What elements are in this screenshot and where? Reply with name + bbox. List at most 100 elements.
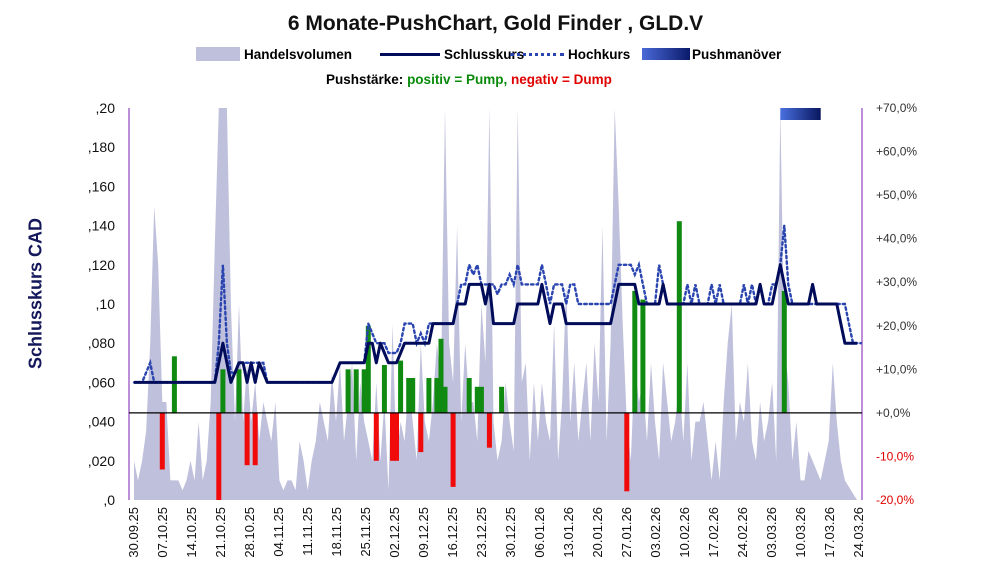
legend-item-push: Pushmanöver (642, 45, 781, 63)
push-bar-pump (410, 378, 416, 413)
y2-tick-label: -20,0% (876, 493, 914, 507)
push-bar-pump (499, 386, 505, 413)
y-tick-label: ,160 (88, 178, 115, 194)
push-bar-dump (394, 412, 399, 461)
push-maneuver-marker (780, 108, 821, 120)
y-tick-label: ,020 (88, 453, 115, 469)
y-tick-label: ,060 (88, 374, 115, 390)
push-negative-label: negativ = Dump (510, 72, 612, 87)
push-bar-pump (361, 369, 367, 413)
x-tick-label: 28.10.25 (242, 507, 257, 558)
volume-area (134, 108, 857, 500)
push-bar-pump (171, 356, 177, 413)
push-bar-pump (466, 378, 472, 413)
x-tick-label: 24.03.26 (851, 507, 866, 558)
push-bar-pump (442, 386, 448, 413)
push-bar-dump (390, 412, 395, 461)
x-tick-label: 25.11.25 (358, 507, 373, 557)
push-bar-pump (236, 369, 242, 413)
x-tick-label: 27.01.26 (619, 507, 634, 558)
x-tick-label: 30.09.25 (126, 507, 141, 558)
push-bar-dump (252, 412, 258, 466)
x-tick-label: 17.03.26 (822, 507, 837, 558)
x-tick-label: 24.02.26 (735, 507, 750, 558)
push-bar-pump (426, 378, 432, 413)
push-bar-pump (406, 378, 412, 413)
x-tick-label: 30.12.25 (503, 507, 518, 558)
legend-swatch-volume (196, 47, 240, 61)
push-bar-pump (365, 325, 371, 413)
y-tick-label: ,10 (96, 296, 116, 312)
legend-swatch-push (642, 48, 690, 60)
push-bar-dump (624, 412, 630, 492)
push-strength-label: Pushstärke: (326, 72, 404, 87)
y-tick-label: ,040 (88, 414, 115, 430)
x-tick-label: 17.02.26 (706, 507, 721, 558)
y2-tick-label: -10,0% (876, 449, 914, 463)
push-strength-note: Pushstärke: positiv = Pump, negativ = Du… (326, 72, 612, 87)
push-bar-pump (676, 221, 682, 413)
push-bar-dump (373, 412, 379, 461)
push-bar-pump (345, 369, 351, 413)
push-bar-pump (220, 369, 226, 413)
x-tick-label: 06.01.26 (532, 507, 547, 558)
x-tick-label: 03.02.26 (648, 507, 663, 558)
push-bar-dump (418, 412, 424, 453)
x-tick-label: 11.11.25 (300, 507, 315, 556)
high-price-line (132, 225, 863, 384)
x-tick-label: 10.03.26 (793, 507, 808, 558)
x-tick-label: 23.12.25 (474, 507, 489, 558)
push-bar-pump (381, 365, 387, 413)
legend-label-volume: Handelsvolumen (244, 46, 353, 62)
x-tick-label: 20.01.26 (590, 507, 605, 558)
y2-tick-label: +10,0% (876, 362, 917, 376)
legend-label-high: Hochkurs (568, 46, 631, 62)
x-tick-label: 16.12.25 (445, 507, 460, 558)
push-bar-pump (474, 386, 480, 413)
push-bar-dump (159, 412, 165, 470)
x-tick-label: 02.12.25 (387, 507, 402, 558)
y2-tick-label: +70,0% (876, 101, 917, 115)
push-bar-pump (353, 369, 359, 413)
y-tick-label: ,080 (88, 335, 115, 351)
push-bar-pump (632, 290, 638, 413)
legend-swatch-close (380, 52, 440, 56)
y2-tick-label: +0,0% (876, 406, 911, 420)
legend-label-close: Schlusskurs (444, 46, 525, 62)
push-bar-pump (398, 360, 404, 413)
y-tick-label: ,180 (88, 139, 115, 155)
push-bar-pump (640, 299, 646, 413)
legend-item-high: Hochkurs (510, 45, 630, 63)
y2-tick-label: +60,0% (876, 145, 917, 159)
x-tick-label: 04.11.25 (271, 507, 286, 557)
push-bar-dump (216, 412, 222, 500)
y2-tick-label: +40,0% (876, 232, 917, 246)
y-tick-label: ,20 (96, 100, 116, 116)
push-positive-label: positiv = Pump, (407, 72, 508, 87)
push-bar-dump (244, 412, 250, 466)
push-bar-dump (450, 412, 456, 487)
push-bar-pump (478, 386, 484, 413)
push-bar-pump (434, 378, 440, 413)
x-tick-label: 18.11.25 (329, 507, 344, 557)
y-tick-label: ,120 (88, 257, 115, 273)
legend-item-volume: Handelsvolumen (196, 45, 352, 63)
x-tick-label: 10.02.26 (677, 507, 692, 558)
x-tick-label: 21.10.25 (213, 507, 228, 558)
y2-tick-label: +20,0% (876, 319, 917, 333)
x-tick-label: 07.10.25 (155, 507, 170, 558)
y2-tick-label: +30,0% (876, 275, 917, 289)
y-tick-label: ,0 (103, 492, 115, 508)
x-tick-label: 14.10.25 (184, 507, 199, 558)
x-tick-label: 13.01.26 (561, 507, 576, 558)
close-price-line (134, 263, 857, 384)
chart-title: 6 Monate-PushChart, Gold Finder , GLD.V (287, 12, 704, 35)
push-bar-pump (781, 290, 787, 413)
y2-tick-label: +50,0% (876, 188, 917, 202)
x-tick-label: 09.12.25 (416, 507, 431, 558)
push-bar-pump (438, 338, 444, 413)
legend-label-push: Pushmanöver (692, 46, 782, 62)
y-tick-label: ,140 (88, 218, 115, 234)
legend-swatch-high (510, 52, 564, 56)
